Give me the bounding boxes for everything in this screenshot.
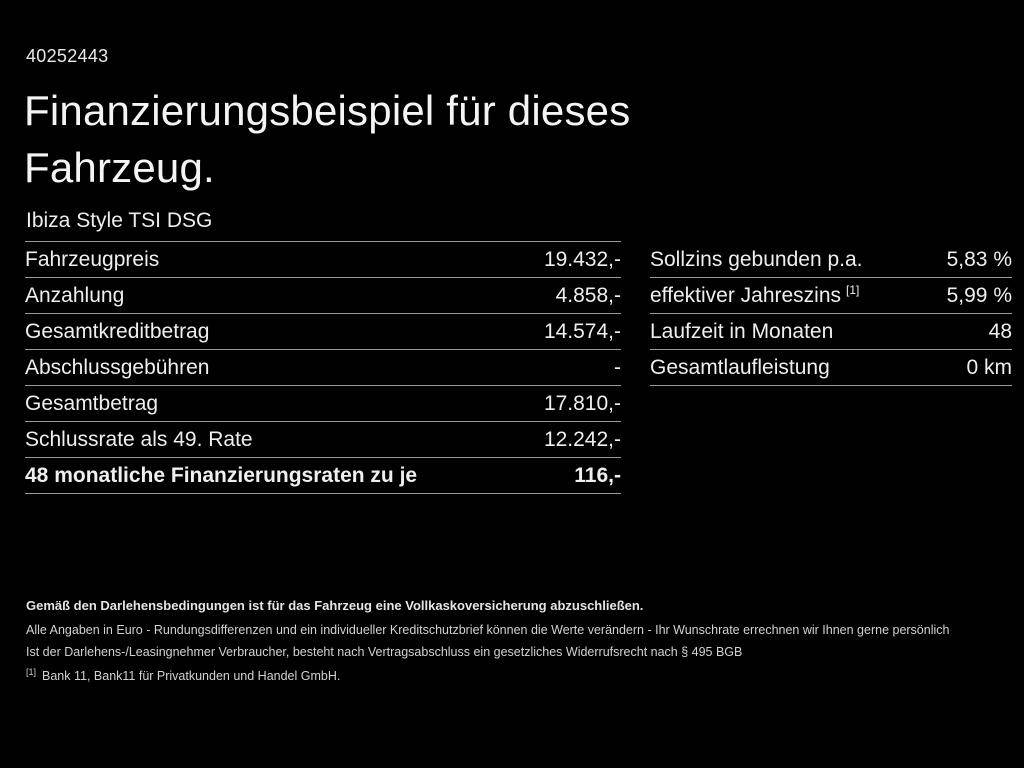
row-value: 5,99 % [946, 283, 1012, 307]
row-label: Anzahlung [25, 283, 125, 307]
table-row-anzahlung: Anzahlung 4.858,- [25, 278, 621, 314]
row-value: 0 km [966, 355, 1012, 379]
footnote-text: Bank 11, Bank11 für Privatkunden und Han… [42, 669, 341, 684]
bank-footnote: [1] Bank 11, Bank11 für Privatkunden und … [26, 667, 991, 683]
row-label: Gesamtkreditbetrag [25, 319, 210, 343]
row-label: Abschlussgebühren [25, 355, 210, 379]
row-label: Gesamtbetrag [25, 391, 159, 415]
table-row-effektiver-jahreszins: effektiver Jahreszins [1] 5,99 % [650, 278, 1012, 314]
row-value: 4.858,- [555, 283, 621, 307]
row-value: 116,- [574, 463, 621, 487]
row-label: Schlussrate als 49. Rate [25, 427, 253, 451]
vehicle-model-label: Ibiza Style TSI DSG [26, 209, 213, 232]
row-value: 14.574,- [543, 319, 621, 343]
row-value: - [614, 355, 621, 379]
financing-details-table: Fahrzeugpreis 19.432,- Anzahlung 4.858,-… [25, 241, 621, 494]
row-label: Gesamtlaufleistung [650, 355, 830, 379]
row-label: 48 monatliche Finanzierungsraten zu je [25, 463, 418, 487]
table-row-sollzins: Sollzins gebunden p.a. 5,83 % [650, 242, 1012, 278]
table-row-schlussrate: Schlussrate als 49. Rate 12.242,- [25, 422, 621, 458]
row-value: 5,83 % [946, 247, 1012, 271]
legal-disclaimer-block: Gemäß den Darlehensbedingungen ist für d… [26, 598, 991, 683]
page-title: Finanzierungsbeispiel für dieses Fahrzeu… [24, 87, 631, 191]
rounding-disclaimer-note: Alle Angaben in Euro - Rundungsdifferenz… [26, 623, 950, 637]
insurance-requirement-note: Gemäß den Darlehensbedingungen ist für d… [26, 598, 644, 613]
table-row-fahrzeugpreis: Fahrzeugpreis 19.432,- [25, 242, 621, 278]
table-row-gesamtlaufleistung: Gesamtlaufleistung 0 km [650, 350, 1012, 386]
row-label: Sollzins gebunden p.a. [650, 247, 863, 271]
offer-reference-number: 40252443 [26, 46, 109, 66]
footnote-reference: [1] [846, 282, 860, 297]
row-label: Laufzeit in Monaten [650, 319, 834, 343]
table-row-gesamtkreditbetrag: Gesamtkreditbetrag 14.574,- [25, 314, 621, 350]
table-row-abschlussgebuehren: Abschlussgebühren - [25, 350, 621, 386]
table-row-gesamtbetrag: Gesamtbetrag 17.810,- [25, 386, 621, 422]
row-value: 12.242,- [543, 427, 621, 451]
financing-conditions-table: Sollzins gebunden p.a. 5,83 % effektiver… [650, 242, 1012, 386]
table-row-monatsrate: 48 monatliche Finanzierungsraten zu je 1… [25, 458, 621, 494]
row-value: 17.810,- [543, 391, 621, 415]
footnote-marker: [1] [26, 667, 37, 677]
row-label: Fahrzeugpreis [25, 247, 160, 271]
table-row-laufzeit: Laufzeit in Monaten 48 [650, 314, 1012, 350]
row-value: 19.432,- [543, 247, 621, 271]
row-label: effektiver Jahreszins [1] [650, 282, 860, 307]
withdrawal-right-note: Ist der Darlehens-/Leasingnehmer Verbrau… [26, 645, 743, 659]
row-value: 48 [988, 319, 1012, 343]
